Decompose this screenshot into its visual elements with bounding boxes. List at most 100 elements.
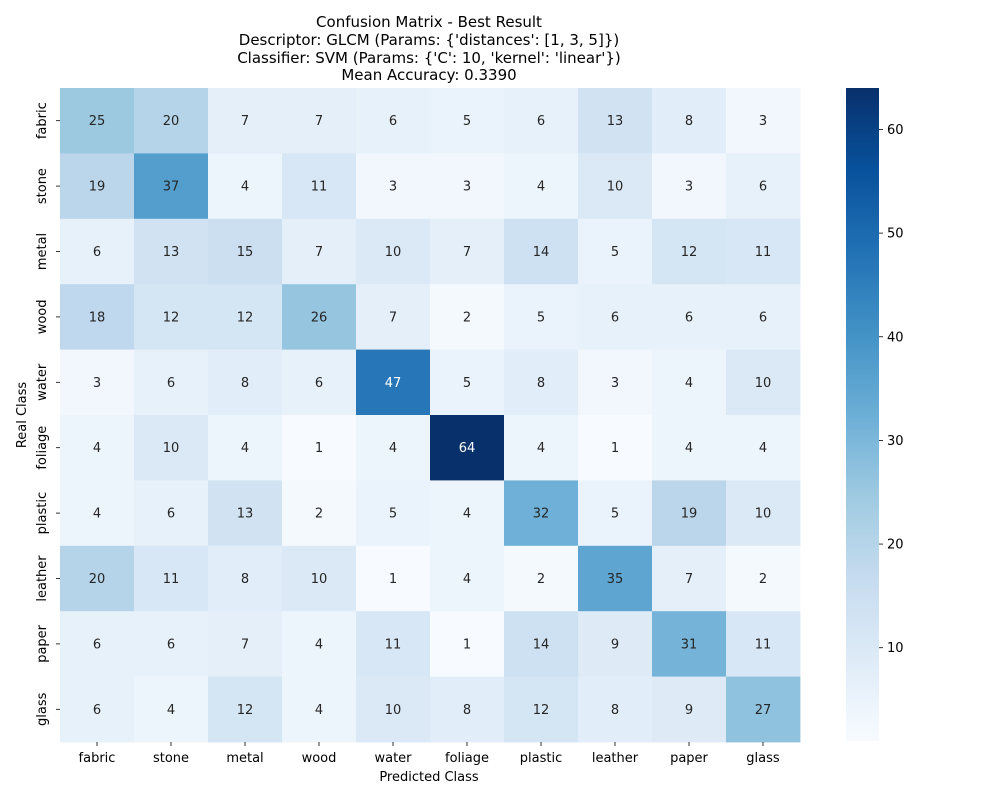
x-tick-label: paper [670, 751, 708, 766]
cell-value-label: 5 [463, 114, 471, 129]
cell-value-label: 11 [311, 180, 328, 195]
heatmap-cell-paper-wood [282, 611, 357, 677]
heatmap-cell-glass-paper [652, 676, 727, 743]
cell-value-label: 8 [241, 572, 249, 587]
cell-value-label: 6 [167, 637, 175, 652]
heatmap-cell-leather-stone [134, 545, 209, 612]
heatmap-cell-metal-paper [652, 218, 727, 285]
heatmap-cell-water-glass [726, 349, 801, 416]
heatmap-cell-plastic-fabric [60, 480, 135, 547]
heatmap-cell-water-plastic [504, 349, 579, 416]
cell-value-label: 19 [89, 180, 106, 195]
heatmap-cell-stone-fabric [60, 153, 135, 220]
cell-value-label: 5 [611, 507, 619, 522]
heatmap-cell-glass-leather [578, 676, 653, 743]
heatmap-cell-foliage-paper [652, 415, 727, 481]
heatmap-cell-foliage-fabric [60, 415, 135, 481]
heatmap-cell-wood-metal [208, 284, 283, 350]
cell-value-label: 4 [389, 441, 397, 456]
heatmap-cell-stone-wood [282, 153, 357, 220]
cell-value-label: 4 [685, 441, 693, 456]
x-tick-label: stone [153, 751, 189, 766]
y-tick-label: water [35, 363, 50, 401]
cell-value-label: 11 [163, 572, 180, 587]
cell-value-label: 13 [163, 245, 180, 260]
heatmap-cell-water-water [356, 349, 431, 416]
heatmap-cell-metal-wood [282, 218, 357, 285]
heatmap-cell-wood-leather [578, 284, 653, 350]
heatmap-cell-leather-glass [726, 545, 801, 612]
y-tick-label: fabric [35, 102, 50, 139]
heatmap-cell-wood-plastic [504, 284, 579, 350]
x-tick-label: wood [302, 751, 337, 766]
cell-value-label: 7 [463, 245, 471, 260]
cell-value-label: 20 [163, 114, 180, 129]
cell-value-label: 32 [533, 507, 550, 522]
heatmap-cell-water-leather [578, 349, 653, 416]
cell-value-label: 37 [163, 180, 180, 195]
cell-value-label: 12 [681, 245, 698, 260]
heatmap-cell-metal-plastic [504, 218, 579, 285]
heatmap-cell-glass-stone [134, 676, 209, 743]
heatmap-cell-fabric-stone [134, 88, 209, 154]
x-tick-label: plastic [520, 751, 562, 766]
cell-value-label: 11 [755, 245, 772, 260]
heatmap-cell-plastic-paper [652, 480, 727, 547]
cell-value-label: 31 [681, 637, 698, 652]
x-tick-label: fabric [79, 751, 116, 766]
heatmap-cell-paper-plastic [504, 611, 579, 677]
cell-value-label: 1 [389, 572, 397, 587]
cell-value-label: 5 [463, 376, 471, 391]
cell-value-label: 2 [759, 572, 767, 587]
cell-value-label: 5 [537, 310, 545, 325]
cell-value-label: 25 [89, 114, 106, 129]
heatmap-cell-metal-water [356, 218, 431, 285]
heatmap-cell-foliage-wood [282, 415, 357, 481]
title-line-3: Classifier: SVM (Params: {'C': 10, 'kern… [237, 49, 621, 67]
heatmap-cell-paper-paper [652, 611, 727, 677]
cell-value-label: 3 [463, 180, 471, 195]
heatmap-cell-foliage-plastic [504, 415, 579, 481]
cell-value-label: 7 [389, 310, 397, 325]
heatmap-cell-leather-fabric [60, 545, 135, 612]
cell-value-label: 35 [607, 572, 624, 587]
heatmap-cell-wood-water [356, 284, 431, 350]
heatmap-cell-fabric-glass [726, 88, 801, 154]
cell-value-label: 13 [237, 507, 254, 522]
heatmap-cell-water-foliage [430, 349, 505, 416]
title-line-2: Descriptor: GLCM (Params: {'distances': … [239, 31, 619, 49]
cell-value-label: 5 [389, 507, 397, 522]
x-tick-label: metal [226, 751, 263, 766]
cell-value-label: 19 [681, 507, 698, 522]
cell-value-label: 8 [241, 376, 249, 391]
heatmap-cell-metal-glass [726, 218, 801, 285]
cell-value-label: 1 [611, 441, 619, 456]
heatmap-cell-glass-foliage [430, 676, 505, 743]
heatmap-cell-paper-leather [578, 611, 653, 677]
y-tick-label: wood [35, 300, 50, 335]
cell-value-label: 4 [463, 507, 471, 522]
title-line-1: Confusion Matrix - Best Result [316, 13, 542, 31]
heatmap-cell-glass-plastic [504, 676, 579, 743]
heatmap-cell-metal-fabric [60, 218, 135, 285]
heatmap-cell-paper-metal [208, 611, 283, 677]
heatmap-cell-stone-metal [208, 153, 283, 220]
cell-value-label: 4 [685, 376, 693, 391]
colorbar-tick-label: 60 [887, 123, 904, 138]
cell-value-label: 4 [315, 637, 323, 652]
x-tick-label: glass [746, 751, 780, 766]
cell-value-label: 10 [163, 441, 180, 456]
cell-value-label: 1 [315, 441, 323, 456]
cell-value-label: 10 [311, 572, 328, 587]
y-tick-label: plastic [35, 492, 50, 534]
cell-value-label: 4 [537, 180, 545, 195]
heatmap-cell-plastic-leather [578, 480, 653, 547]
cell-value-label: 11 [385, 637, 402, 652]
heatmap-cell-stone-water [356, 153, 431, 220]
colorbar-tick-label: 50 [887, 227, 904, 242]
cell-value-label: 3 [93, 376, 101, 391]
x-tick-label: foliage [445, 751, 489, 766]
heatmap-cell-metal-foliage [430, 218, 505, 285]
